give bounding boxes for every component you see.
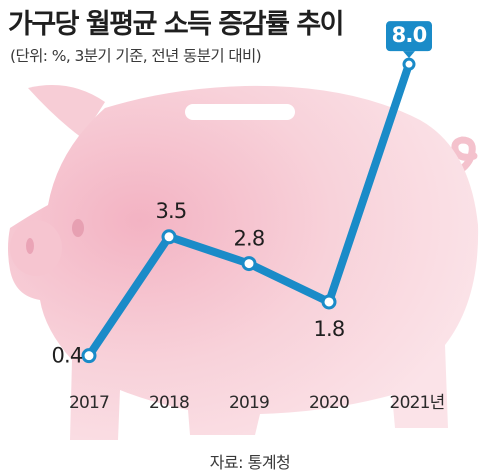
data-point <box>321 294 337 310</box>
piggy-ear-left <box>28 85 105 138</box>
chart-title: 가구당 월평균 소득 증감률 추이 <box>8 9 345 40</box>
x-tick-label: 2017 <box>69 393 109 413</box>
piggy-nostril <box>26 238 34 254</box>
highlight-label-box <box>386 21 432 52</box>
data-label: 2.8 <box>234 227 265 251</box>
piggy-eye <box>72 219 84 237</box>
chart-source: 자료: 통계청 <box>209 453 291 472</box>
chart-subtitle: (단위: %, 3분기 기준, 전년 동분기 대비) <box>10 47 262 65</box>
piggy-snout <box>10 220 62 276</box>
data-label: 1.8 <box>314 317 345 341</box>
data-point <box>81 348 97 364</box>
data-label-layer: 0.4 3.5 2.8 1.8 8.0 <box>52 21 432 368</box>
highlight-label-pointer <box>403 51 415 59</box>
data-label: 8.0 <box>392 23 427 47</box>
marker-layer <box>81 57 416 364</box>
data-point <box>161 229 177 245</box>
x-axis: 2017 2018 2019 2020 2021년 <box>69 393 445 413</box>
x-tick-label: 2019 <box>229 393 269 413</box>
x-tick-label: 2020 <box>309 393 349 413</box>
piggy-coin-slot <box>185 104 295 120</box>
data-point <box>402 57 416 71</box>
piggy-tail <box>436 136 478 184</box>
data-label: 0.4 <box>52 344 83 368</box>
x-tick-label: 2018 <box>149 393 189 413</box>
x-tick-label: 2021년 <box>390 393 445 413</box>
data-point <box>241 256 257 272</box>
data-label: 3.5 <box>156 199 187 223</box>
